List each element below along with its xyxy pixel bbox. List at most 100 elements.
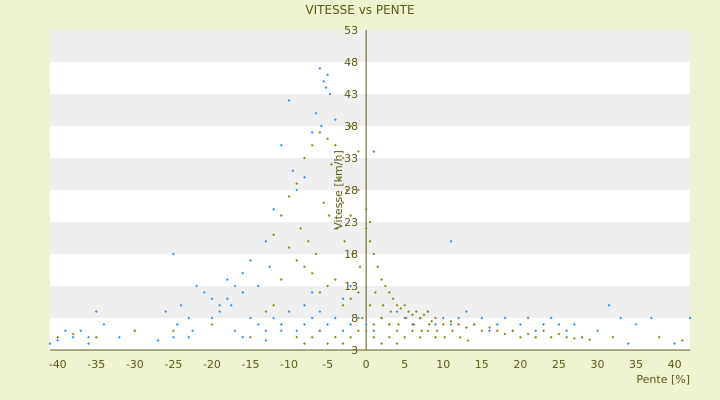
data-point-series-1: [264, 338, 268, 342]
data-point-series-2: [387, 290, 391, 294]
data-point-series-2: [611, 335, 615, 339]
x-tick-label: 10: [436, 358, 450, 371]
x-tick-label: -30: [126, 358, 144, 371]
data-point-series-1: [241, 335, 245, 339]
data-point-series-2: [335, 226, 339, 230]
grid-band: [50, 318, 690, 350]
data-point-series-1: [102, 322, 106, 326]
data-point-series-1: [326, 322, 330, 326]
data-point-series-2: [326, 284, 330, 288]
data-point-series-1: [233, 329, 237, 333]
data-point-series-1: [688, 316, 692, 320]
data-point-series-2: [565, 335, 569, 339]
data-point-series-2: [404, 316, 408, 320]
data-point-series-1: [318, 310, 322, 314]
data-point-series-2: [299, 226, 303, 230]
data-point-series-1: [64, 329, 67, 333]
data-point-series-1: [357, 316, 360, 320]
data-point-series-2: [357, 290, 360, 294]
data-point-series-1: [403, 316, 407, 320]
data-point-series-2: [303, 156, 306, 160]
data-point-series-2: [434, 335, 437, 339]
data-point-series-2: [518, 335, 522, 339]
data-point-series-2: [430, 319, 434, 323]
y-tick-label: 18: [344, 248, 358, 261]
data-point-series-1: [320, 124, 323, 128]
data-point-series-2: [364, 226, 368, 230]
data-point-series-2: [399, 306, 403, 310]
data-point-series-1: [534, 329, 538, 333]
y-tick-label: 43: [344, 88, 358, 101]
data-point-series-2: [373, 290, 377, 294]
tick-labels: -40 -35 -30 -25 -20 -15 -10 -5 0 5 10 15 20 25 30 35 40 3…: [49, 24, 682, 371]
y-tick-label: 23: [344, 216, 358, 229]
grid-band: [50, 62, 690, 94]
x-tick-label: 25: [552, 358, 566, 371]
data-point-series-2: [350, 252, 354, 256]
data-point-series-2: [427, 322, 431, 326]
data-point-series-2: [210, 322, 214, 326]
data-point-series-1: [673, 342, 676, 346]
data-point-series-2: [503, 332, 507, 336]
data-point-series-2: [272, 233, 276, 237]
data-point-series-1: [495, 322, 499, 326]
x-tick-label: 30: [590, 358, 604, 371]
x-tick-label: -25: [164, 358, 182, 371]
data-point-series-1: [287, 310, 291, 314]
data-point-series-1: [272, 316, 276, 320]
data-point-series-1: [449, 239, 453, 243]
data-point-series-1: [480, 316, 484, 320]
data-point-series-1: [229, 303, 233, 307]
chart-title: VITESSE vs PENTE: [305, 3, 414, 17]
data-point-series-1: [256, 322, 260, 326]
y-tick-label: 8: [351, 312, 358, 325]
grid-band: [50, 158, 690, 190]
data-point-series-1: [333, 316, 337, 320]
data-point-series-2: [395, 303, 399, 307]
data-point-series-1: [341, 297, 345, 301]
x-tick-label: 5: [401, 358, 408, 371]
data-point-series-2: [435, 329, 439, 333]
data-point-series-2: [368, 239, 372, 243]
x-axis-title: Pente [%]: [636, 373, 690, 386]
grid-band: [50, 286, 690, 318]
data-point-series-2: [472, 322, 476, 326]
data-point-series-2: [364, 207, 368, 211]
data-point-series-1: [542, 322, 545, 326]
data-point-series-2: [588, 338, 592, 342]
x-tick-label: 0: [363, 358, 370, 371]
x-tick-label: -5: [322, 358, 333, 371]
data-point-series-1: [457, 316, 461, 320]
data-point-series-2: [457, 322, 461, 326]
data-point-series-1: [434, 322, 437, 326]
data-point-series-1: [241, 290, 245, 294]
data-point-series-2: [426, 310, 430, 314]
data-point-series-2: [458, 335, 462, 339]
data-point-series-2: [395, 342, 399, 346]
data-point-series-1: [264, 239, 268, 243]
data-point-series-2: [343, 239, 346, 243]
x-tick-label: 40: [668, 358, 682, 371]
grid-band: [50, 222, 690, 254]
data-point-series-2: [295, 182, 299, 186]
data-point-series-1: [272, 207, 276, 211]
y-tick-label: 33: [344, 152, 358, 165]
data-point-series-2: [441, 322, 445, 326]
data-point-series-2: [303, 342, 306, 346]
y-tick-label: 53: [344, 24, 358, 37]
data-point-series-1: [295, 329, 299, 333]
data-point-series-2: [449, 319, 453, 323]
y-tick-label: 48: [344, 56, 358, 69]
data-point-series-2: [391, 297, 395, 301]
data-point-series-2: [403, 303, 407, 307]
data-point-series-2: [360, 316, 364, 320]
data-point-series-2: [94, 335, 98, 339]
data-point-series-2: [387, 335, 391, 339]
data-point-series-2: [466, 338, 470, 342]
x-tick-label: -40: [49, 358, 67, 371]
data-point-series-1: [322, 79, 326, 83]
data-point-series-2: [279, 214, 283, 218]
y-tick-label: 3: [351, 344, 358, 357]
data-point-series-2: [549, 335, 553, 339]
data-point-series-1: [303, 303, 306, 307]
